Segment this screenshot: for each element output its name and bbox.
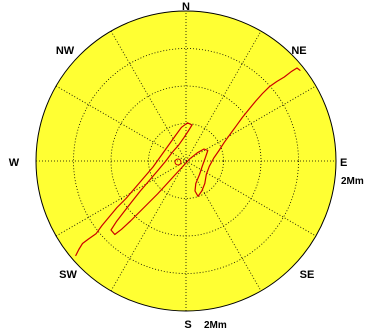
compass-label-w: W xyxy=(9,157,20,169)
compass-label-e: E xyxy=(340,157,347,169)
bearing-spoke xyxy=(55,85,317,237)
bearing-spokes xyxy=(36,11,336,311)
compass-label-se: SE xyxy=(300,269,315,281)
compass-label-sw: SW xyxy=(59,269,77,281)
range-ring xyxy=(148,123,224,199)
compass-label-ne: NE xyxy=(291,45,306,57)
range-label-south: 2Mm xyxy=(204,320,227,331)
compass-label-n: N xyxy=(182,1,190,13)
track-line xyxy=(75,67,301,257)
compass-label-s: S xyxy=(184,319,191,331)
compass-label-nw: NW xyxy=(56,45,75,57)
bearing-spoke xyxy=(110,30,262,292)
bearing-spoke xyxy=(110,30,262,292)
origin-marker xyxy=(174,158,182,166)
range-ring xyxy=(73,48,299,274)
bearing-spoke xyxy=(55,85,317,237)
range-label-east: 2Mm xyxy=(341,176,364,187)
